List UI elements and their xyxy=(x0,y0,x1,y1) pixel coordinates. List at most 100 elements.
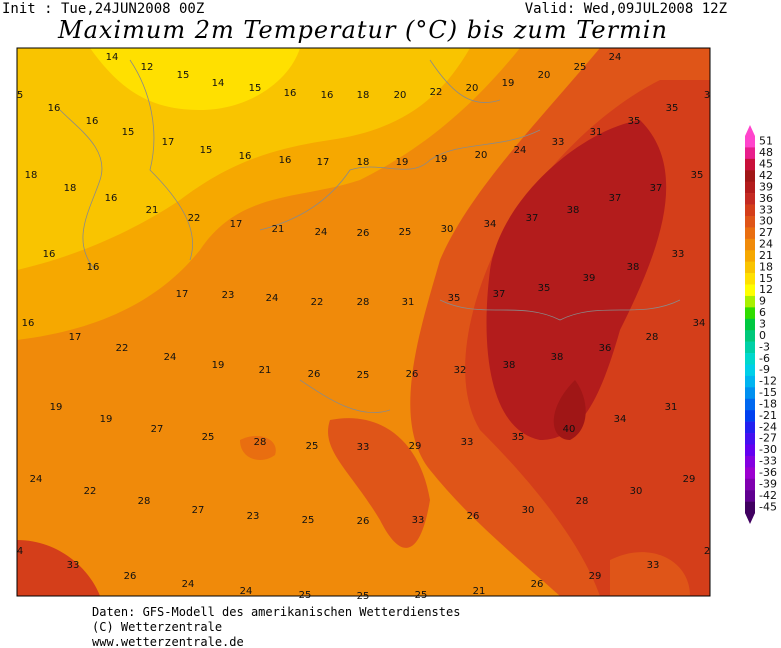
temperature-label: 21 xyxy=(272,224,285,235)
legend-swatch xyxy=(745,295,755,308)
temperature-label: 23 xyxy=(247,511,260,522)
temperature-label: 16 xyxy=(48,103,61,114)
legend-swatch xyxy=(745,227,755,240)
temperature-label: 34 xyxy=(614,414,627,425)
temperature-label: 33 xyxy=(552,137,565,148)
temperature-label: 22 xyxy=(84,486,97,497)
temperature-label: 37 xyxy=(609,193,622,204)
temperature-label: 35 xyxy=(691,170,704,181)
legend-label: -12 xyxy=(759,375,777,388)
temperature-label: 5 xyxy=(17,90,23,101)
footer-line: Daten: GFS-Modell des amerikanischen Wet… xyxy=(92,605,460,619)
temperature-label: 24 xyxy=(240,586,253,597)
legend-label: -45 xyxy=(759,500,777,513)
legend-swatch xyxy=(745,410,755,422)
temperature-label: 24 xyxy=(609,52,622,63)
temperature-label: 33 xyxy=(412,515,425,526)
temperature-label: 25 xyxy=(399,227,412,238)
legend-label: 27 xyxy=(759,226,773,239)
legend-label: 39 xyxy=(759,180,773,193)
temperature-label: 22 xyxy=(188,213,201,224)
temperature-label: 20 xyxy=(466,83,479,94)
legend-label: 3 xyxy=(759,318,766,331)
temperature-label: 38 xyxy=(567,205,580,216)
temperature-label: 17 xyxy=(317,157,330,168)
legend-label: 21 xyxy=(759,249,773,262)
temperature-label: 19 xyxy=(435,154,448,165)
legend-label: 12 xyxy=(759,283,773,296)
legend-label: -36 xyxy=(759,466,777,479)
legend-swatch xyxy=(745,261,755,274)
map-frame xyxy=(16,47,711,597)
legend-swatch xyxy=(745,433,755,445)
temperature-label: 34 xyxy=(484,219,497,230)
legend-label: 0 xyxy=(759,329,766,342)
temperature-label: 33 xyxy=(357,442,370,453)
temperature-label: 31 xyxy=(665,402,678,413)
legend-label: -24 xyxy=(759,420,777,433)
temperature-label: 38 xyxy=(503,360,516,371)
temperature-label: 14 xyxy=(212,78,225,89)
temperature-label: 33 xyxy=(647,560,660,571)
temperature-label: 16 xyxy=(321,90,334,101)
legend-swatch xyxy=(745,238,755,251)
temperature-label: 29 xyxy=(589,571,602,582)
legend-label: -6 xyxy=(759,352,770,365)
legend-swatch xyxy=(745,170,755,182)
temperature-label: 16 xyxy=(105,193,118,204)
legend-swatch xyxy=(745,467,755,480)
temperature-label: 35 xyxy=(538,283,551,294)
temperature-label: 23 xyxy=(222,290,235,301)
temperature-label: 30 xyxy=(630,486,643,497)
temperature-label: 34 xyxy=(693,318,706,329)
temperature-label: 21 xyxy=(146,205,159,216)
legend-swatch xyxy=(745,444,755,457)
map-field xyxy=(17,48,710,596)
temperature-label: 25 xyxy=(202,432,215,443)
map-title: Maximum 2m Temperatur (°C) bis zum Termi… xyxy=(57,16,668,44)
legend-swatch xyxy=(745,398,755,411)
temperature-label: 35 xyxy=(512,432,525,443)
temperature-label: 16 xyxy=(22,318,35,329)
legend-swatch xyxy=(745,158,755,171)
legend-swatch xyxy=(745,250,755,262)
temperature-label: 24 xyxy=(514,145,527,156)
temperature-label: 31 xyxy=(402,297,415,308)
temperature-label: 37 xyxy=(650,183,663,194)
legend-swatch xyxy=(745,181,755,194)
temperature-label: 4 xyxy=(17,546,23,557)
temperature-label: 15 xyxy=(249,83,262,94)
legend-swatch xyxy=(745,341,755,354)
temperature-label: 16 xyxy=(86,116,99,127)
legend-swatch xyxy=(745,364,755,377)
temperature-label: 15 xyxy=(177,70,190,81)
legend-label: 42 xyxy=(759,169,773,182)
legend-label: -21 xyxy=(759,409,777,422)
legend-swatch xyxy=(745,490,755,502)
legend-label: 24 xyxy=(759,238,773,251)
temperature-label: 40 xyxy=(563,424,576,435)
temperature-label: 28 xyxy=(646,332,659,343)
temperature-label: 17 xyxy=(176,289,189,300)
temperature-label: 25 xyxy=(415,590,428,601)
temperature-label: 33 xyxy=(672,249,685,260)
temperature-label: 37 xyxy=(493,289,506,300)
temperature-label: 20 xyxy=(394,90,407,101)
temperature-label: 18 xyxy=(25,170,38,181)
temperature-label: 19 xyxy=(396,157,409,168)
legend-label: 48 xyxy=(759,146,773,159)
legend-label: 33 xyxy=(759,203,773,216)
temperature-label: 24 xyxy=(266,293,279,304)
temperature-label: 25 xyxy=(299,590,312,601)
temperature-label: 28 xyxy=(576,496,589,507)
temperature-label: 24 xyxy=(30,474,43,485)
legend-swatch xyxy=(745,455,755,468)
temperature-label: 21 xyxy=(259,365,272,376)
legend-swatch xyxy=(745,318,755,331)
init-time: Init : Tue,24JUN2008 00Z xyxy=(2,1,204,17)
temperature-label: 31 xyxy=(590,127,603,138)
legend-label: -33 xyxy=(759,455,777,468)
legend-swatch xyxy=(745,204,755,217)
temperature-label: 14 xyxy=(106,52,119,63)
